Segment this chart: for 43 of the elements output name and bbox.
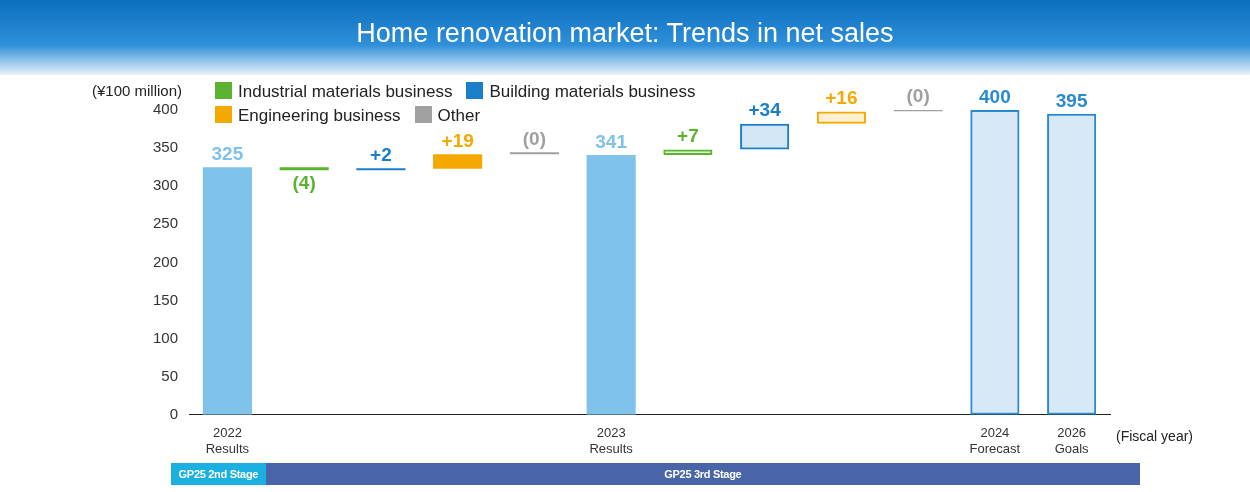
data-label: 400 [979, 85, 1011, 107]
data-label: +7 [677, 125, 699, 147]
bar [279, 167, 329, 171]
y-tick-label: 50 [161, 366, 179, 384]
bar [202, 167, 252, 415]
y-tick-label: 350 [153, 138, 179, 156]
data-label: +34 [748, 99, 782, 121]
legend-label: Building materials business [488, 81, 696, 103]
text: GP25 2nd Stage [171, 463, 266, 485]
x-axis-title: (Fiscal year) [1116, 428, 1194, 444]
legend-label: Other [436, 105, 481, 127]
data-label: (0) [906, 85, 930, 107]
x-tick-label: 2024 Forecast [969, 425, 1021, 456]
y-tick-label: 100 [153, 328, 179, 346]
bar [816, 111, 866, 124]
data-label: (0) [522, 127, 547, 149]
data-label: +2 [370, 143, 392, 165]
data-label: +16 [825, 87, 858, 109]
x-tick-label: 2026 Goals [1054, 425, 1090, 456]
bar [1047, 113, 1097, 415]
data-label: +19 [441, 129, 474, 151]
y-tick-label: 150 [153, 290, 179, 308]
bar [356, 168, 406, 171]
legend-label: Engineering business [237, 105, 401, 127]
data-label: (4) [292, 171, 316, 193]
data-label: 341 [595, 130, 628, 152]
x-tick-label: 2023 Results [589, 425, 634, 456]
data-label: 395 [1055, 89, 1088, 111]
data-label: 325 [211, 142, 244, 164]
bar [740, 123, 790, 150]
bar [970, 110, 1020, 415]
chart-title: Home renovation market: Trends in net sales [355, 18, 895, 49]
x-tick-label: 2022 Results [205, 425, 250, 456]
y-tick-label: 200 [153, 252, 179, 270]
bar [586, 154, 636, 415]
y-axis-title: (¥100 million) [92, 82, 183, 99]
y-tick-label: 250 [153, 214, 179, 232]
bar [433, 154, 483, 169]
y-tick-label: 300 [153, 176, 179, 194]
y-tick-label: 0 [169, 404, 179, 422]
legend-label: Industrial materials business [237, 81, 453, 103]
y-tick-label: 400 [153, 100, 179, 118]
text: GP25 3rd Stage [265, 463, 1140, 485]
